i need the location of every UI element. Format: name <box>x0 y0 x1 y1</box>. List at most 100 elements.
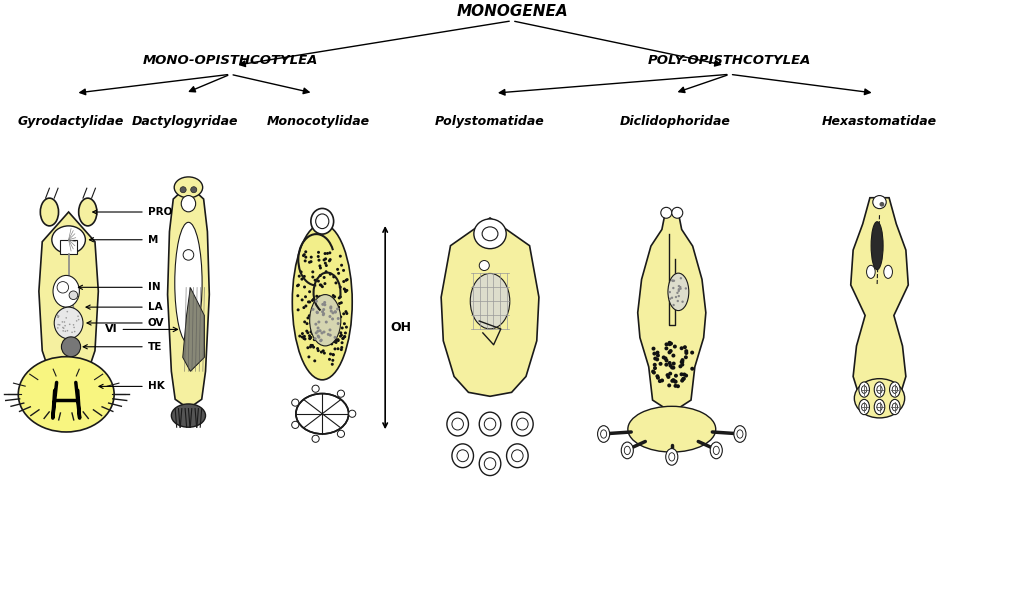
Circle shape <box>337 430 344 437</box>
Circle shape <box>652 371 656 375</box>
Ellipse shape <box>601 430 606 438</box>
Text: MONO-OPISTHCOTYLEA: MONO-OPISTHCOTYLEA <box>142 54 318 68</box>
Circle shape <box>317 251 321 254</box>
Circle shape <box>333 295 336 298</box>
Circle shape <box>329 258 332 261</box>
Circle shape <box>327 331 330 334</box>
Circle shape <box>340 346 343 349</box>
Circle shape <box>669 363 673 368</box>
Ellipse shape <box>311 208 334 234</box>
Circle shape <box>333 340 336 343</box>
Circle shape <box>322 337 325 340</box>
Text: M: M <box>89 235 158 245</box>
Circle shape <box>323 276 326 279</box>
Text: TE: TE <box>83 342 162 352</box>
Circle shape <box>690 367 694 371</box>
Ellipse shape <box>861 386 866 394</box>
Circle shape <box>658 362 663 366</box>
Ellipse shape <box>517 418 528 430</box>
Ellipse shape <box>474 219 506 249</box>
Ellipse shape <box>625 446 631 454</box>
Circle shape <box>669 291 671 293</box>
Circle shape <box>69 324 71 325</box>
Circle shape <box>340 348 343 351</box>
Ellipse shape <box>171 404 206 427</box>
Ellipse shape <box>315 214 329 228</box>
Circle shape <box>318 266 322 270</box>
Polygon shape <box>39 212 98 394</box>
Circle shape <box>330 306 332 309</box>
Circle shape <box>183 250 194 260</box>
Circle shape <box>652 363 656 367</box>
Circle shape <box>332 276 335 278</box>
Circle shape <box>302 306 305 309</box>
Ellipse shape <box>457 450 468 462</box>
Circle shape <box>325 338 328 341</box>
Circle shape <box>308 337 311 340</box>
Circle shape <box>301 332 304 335</box>
Ellipse shape <box>452 418 464 430</box>
Circle shape <box>334 311 337 314</box>
Circle shape <box>326 252 329 255</box>
Circle shape <box>668 351 672 354</box>
Ellipse shape <box>669 453 675 461</box>
Circle shape <box>660 378 665 383</box>
Text: Polystomatidae: Polystomatidae <box>435 115 545 128</box>
Circle shape <box>329 333 332 336</box>
Ellipse shape <box>507 444 528 468</box>
Circle shape <box>308 314 311 317</box>
Circle shape <box>303 321 306 324</box>
Circle shape <box>318 338 322 341</box>
Circle shape <box>332 353 335 356</box>
Circle shape <box>309 260 312 263</box>
Circle shape <box>328 259 331 262</box>
Ellipse shape <box>175 222 202 343</box>
Circle shape <box>332 298 335 301</box>
Circle shape <box>327 317 330 321</box>
Circle shape <box>57 327 58 328</box>
Circle shape <box>57 316 58 318</box>
Circle shape <box>314 300 317 303</box>
Circle shape <box>662 356 666 359</box>
Circle shape <box>314 306 317 309</box>
Circle shape <box>310 328 313 332</box>
Circle shape <box>655 357 659 362</box>
Circle shape <box>677 300 679 302</box>
Circle shape <box>323 302 326 305</box>
Ellipse shape <box>866 265 876 278</box>
Circle shape <box>678 295 680 297</box>
Circle shape <box>304 295 307 298</box>
Circle shape <box>328 358 331 361</box>
Circle shape <box>681 300 684 303</box>
Circle shape <box>62 330 63 332</box>
Circle shape <box>314 332 317 335</box>
Circle shape <box>329 298 332 300</box>
Circle shape <box>77 316 79 317</box>
Circle shape <box>657 379 662 383</box>
Circle shape <box>316 279 319 282</box>
Circle shape <box>336 268 339 271</box>
Circle shape <box>311 308 314 311</box>
Circle shape <box>329 315 332 318</box>
Ellipse shape <box>859 399 869 414</box>
Circle shape <box>313 359 316 362</box>
Ellipse shape <box>877 403 882 411</box>
Circle shape <box>319 338 323 341</box>
Circle shape <box>318 295 321 298</box>
Circle shape <box>329 306 332 309</box>
Circle shape <box>332 311 335 314</box>
Circle shape <box>680 277 682 279</box>
Circle shape <box>334 310 337 313</box>
Circle shape <box>340 334 343 336</box>
Circle shape <box>69 291 78 300</box>
Circle shape <box>325 264 328 267</box>
Circle shape <box>328 326 331 329</box>
Polygon shape <box>638 213 706 413</box>
Circle shape <box>334 336 337 339</box>
Circle shape <box>309 255 312 258</box>
Circle shape <box>330 343 333 346</box>
Circle shape <box>339 332 342 334</box>
Circle shape <box>66 317 67 319</box>
Text: Diclidophoridae: Diclidophoridae <box>620 115 730 128</box>
Circle shape <box>57 316 59 318</box>
